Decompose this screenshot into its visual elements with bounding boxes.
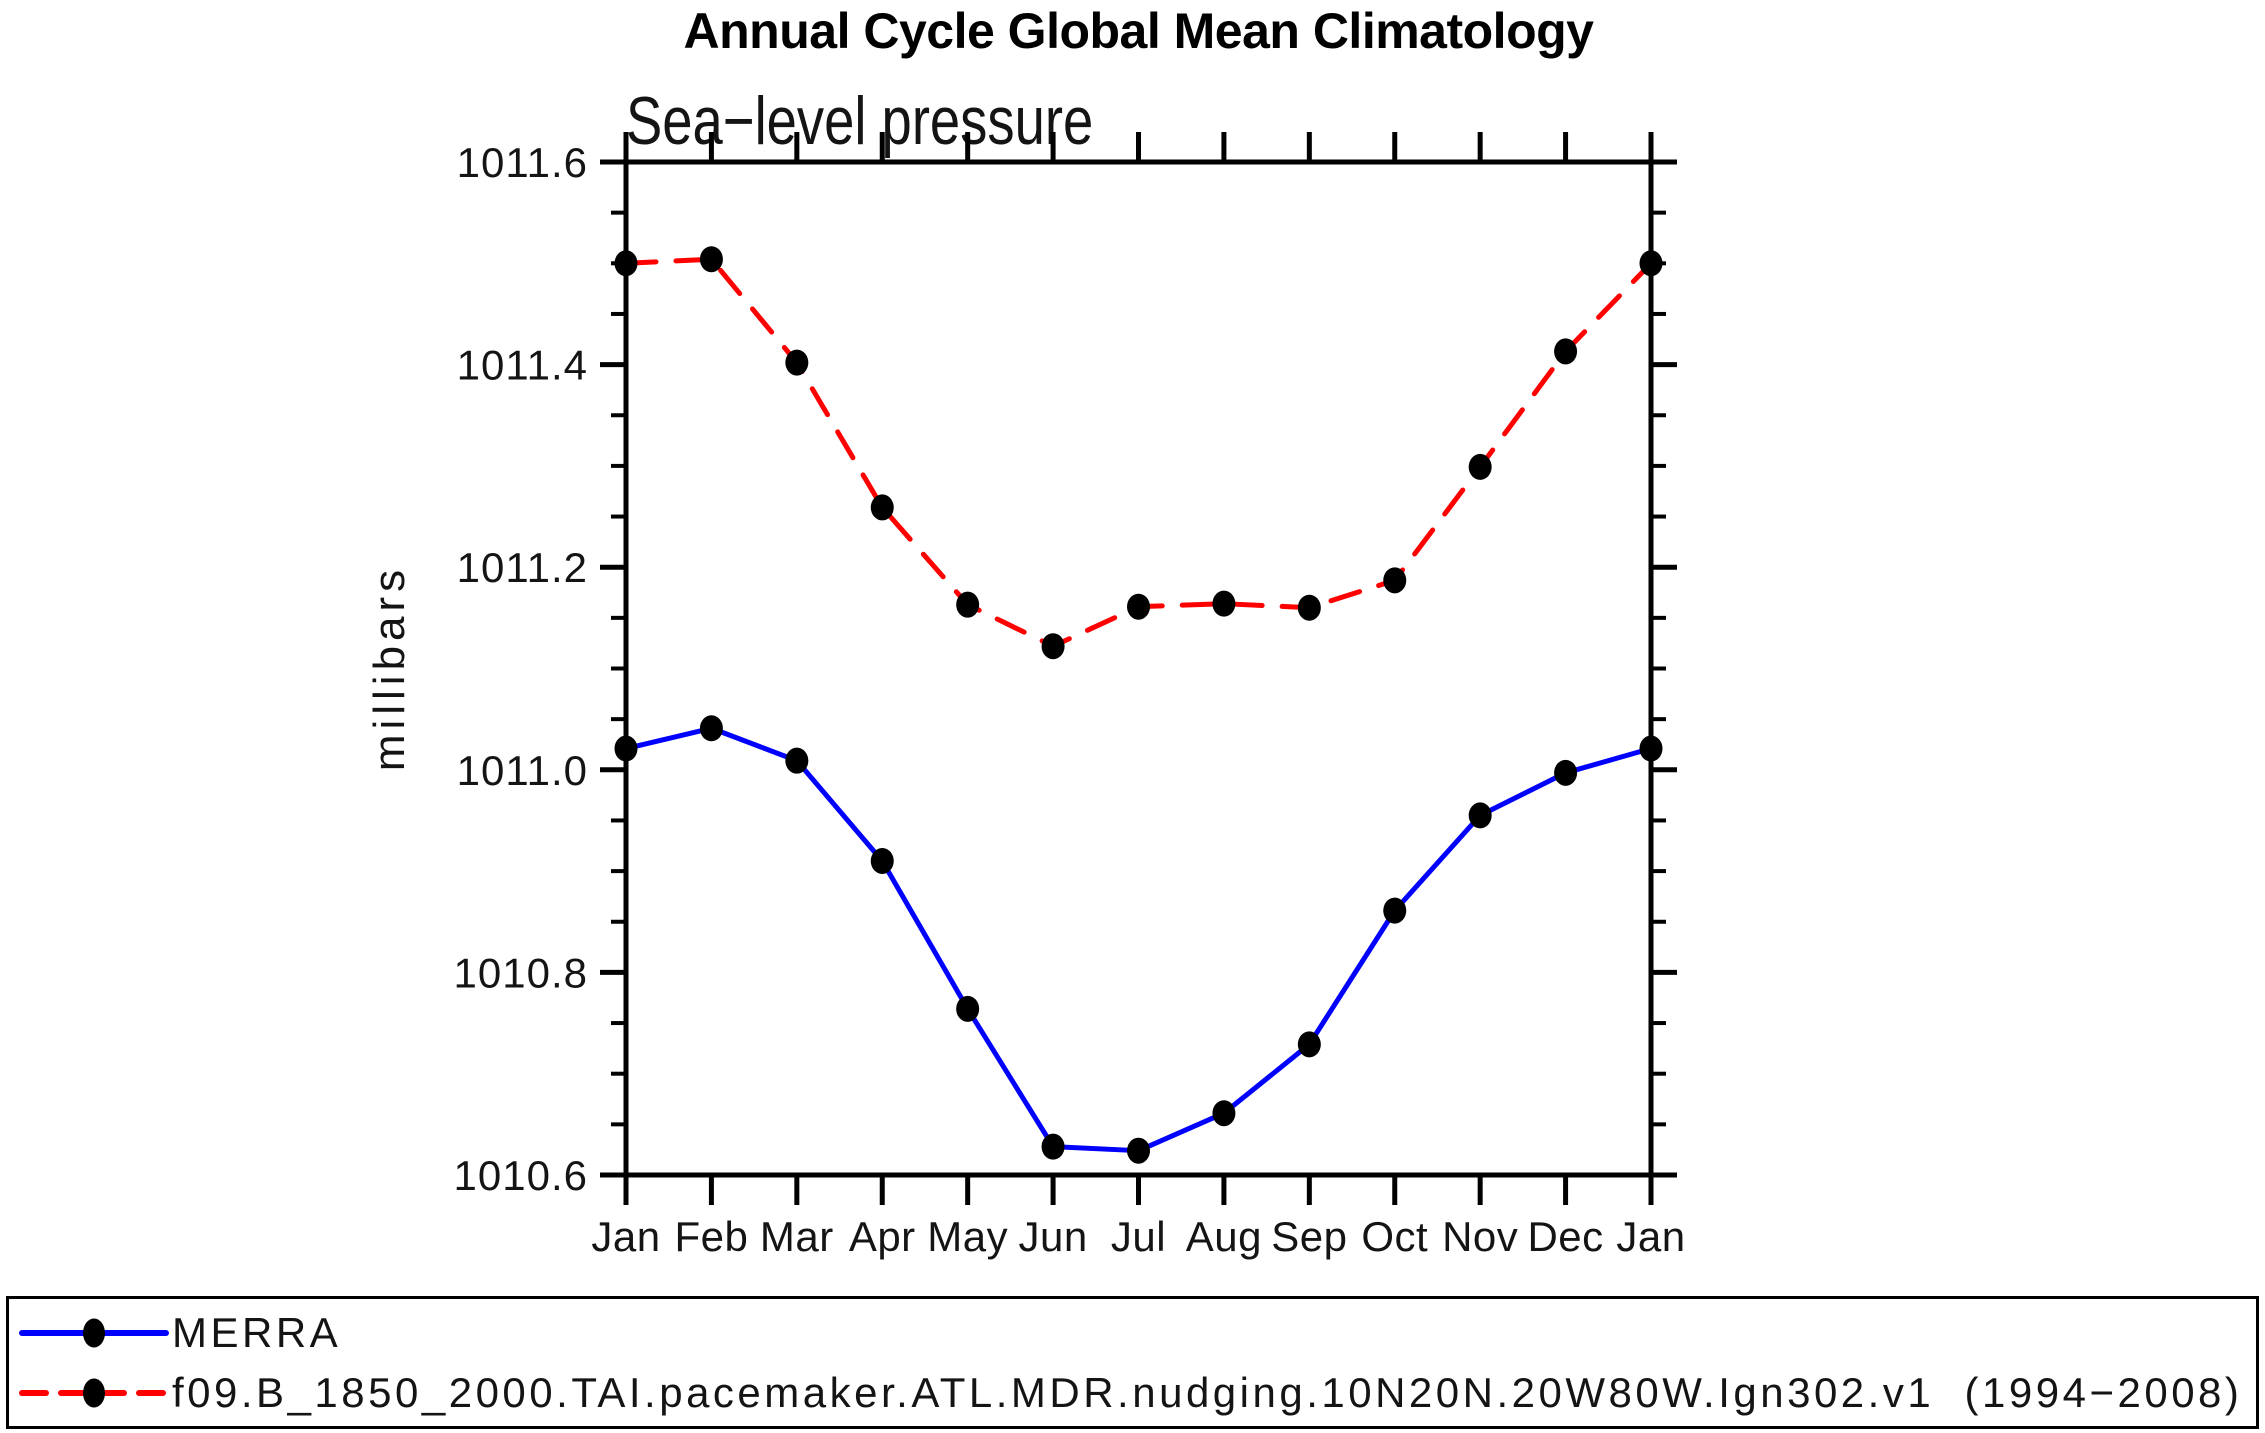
svg-text:Jan: Jan (1616, 1213, 1685, 1260)
plot-area: 1010.6 1010.8 1011.0 1011.2 1011.4 1011.6 Jan F… (454, 132, 1685, 1260)
legend-label-model-run: f09.B_1850_2000.TAI.pacemaker.ATL.MDR.nu… (172, 1368, 2243, 1416)
series-0-line (623, 725, 1654, 1154)
chart-title: Annual Cycle Global Mean Climatology (683, 3, 1594, 59)
svg-text:Jan: Jan (591, 1213, 660, 1260)
legend-label-merra: MERRA (172, 1308, 342, 1356)
svg-text:Jun: Jun (1018, 1213, 1087, 1260)
svg-text:1011.4: 1011.4 (457, 342, 588, 389)
svg-text:Mar: Mar (760, 1213, 834, 1260)
chart-subtitle: Sea−level pressure (626, 83, 1094, 159)
series-1-line (623, 256, 1654, 649)
svg-text:Feb: Feb (674, 1213, 748, 1260)
y-ticks (600, 159, 1677, 1178)
svg-text:Dec: Dec (1527, 1213, 1603, 1260)
svg-text:1011.0: 1011.0 (457, 747, 588, 794)
legend-item-model-run: f09.B_1850_2000.TAI.pacemaker.ATL.MDR.nu… (19, 1366, 2256, 1420)
legend-line-sample-merra (19, 1318, 169, 1347)
legend-item-merra: MERRA (19, 1306, 2256, 1360)
series-1-markers (614, 246, 1663, 660)
legend-line-sample-model-run (19, 1378, 169, 1407)
x-tick-labels: Jan Feb Mar Apr May Jun Jul Aug Sep Oct Nov Dec Jan (591, 1213, 1685, 1260)
svg-text:May: May (927, 1213, 1008, 1260)
svg-text:1011.6: 1011.6 (457, 139, 588, 186)
svg-text:Aug: Aug (1186, 1213, 1262, 1260)
svg-text:1011.2: 1011.2 (457, 544, 588, 591)
svg-text:Jul: Jul (1111, 1213, 1166, 1260)
svg-text:1010.8: 1010.8 (454, 949, 588, 996)
x-ticks (623, 132, 1654, 1205)
y-tick-labels: 1010.6 1010.8 1011.0 1011.2 1011.4 1011.6 (454, 139, 588, 1199)
svg-text:Oct: Oct (1361, 1213, 1428, 1260)
series-0-markers (614, 715, 1663, 1164)
svg-text:1010.6: 1010.6 (454, 1152, 588, 1199)
svg-text:Apr: Apr (849, 1213, 916, 1260)
svg-text:Sep: Sep (1271, 1213, 1347, 1260)
legend: MERRA f09.B_1850_2000.TAI.pacemaker.ATL.… (6, 1296, 2259, 1429)
plot-frame (623, 159, 1654, 1178)
svg-text:Nov: Nov (1442, 1213, 1518, 1260)
